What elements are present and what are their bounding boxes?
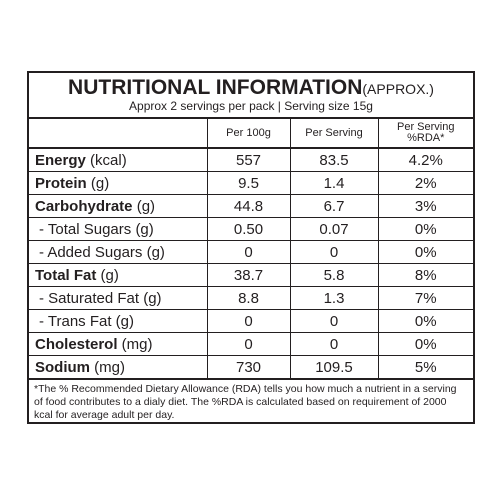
rda-value: 8% xyxy=(377,263,473,287)
nutrient-label: - Added Sugars (g) xyxy=(29,240,208,264)
rda-value: 4.2% xyxy=(377,147,473,172)
per-100g-value: 8.8 xyxy=(206,286,291,310)
per-serving-value: 1.4 xyxy=(289,171,379,195)
rda-value: 0% xyxy=(377,309,473,333)
rda-value: 5% xyxy=(377,355,473,380)
rda-value: 3% xyxy=(377,194,473,218)
per-100g-value: 38.7 xyxy=(206,263,291,287)
rda-value: 7% xyxy=(377,286,473,310)
nutrient-name: Total Fat xyxy=(35,266,97,284)
nutrient-unit: (mg) xyxy=(90,358,125,376)
per-serving-value: 0 xyxy=(289,309,379,333)
nutrient-label: - Trans Fat (g) xyxy=(29,309,208,333)
table-row: - Saturated Fat (g) 8.8 1.3 7% xyxy=(29,286,473,310)
nutrient-label: Carbohydrate (g) xyxy=(29,194,208,218)
per-100g-value: 0 xyxy=(206,309,291,333)
nutrient-unit: (g) xyxy=(96,266,119,284)
nutrient-name: Sodium xyxy=(35,358,90,376)
per-100g-value: 557 xyxy=(206,147,291,172)
title-text: NUTRITIONAL INFORMATION xyxy=(68,76,363,99)
per-100g-value: 730 xyxy=(206,355,291,380)
nutrient-label: Energy (kcal) xyxy=(29,147,208,172)
per-serving-value: 0 xyxy=(289,240,379,264)
title-suffix: (APPROX.) xyxy=(362,81,434,97)
per-100g-value: 9.5 xyxy=(206,171,291,195)
table-row: Energy (kcal) 557 83.5 4.2% xyxy=(29,147,473,172)
per-serving-value: 6.7 xyxy=(289,194,379,218)
nutrient-unit: (kcal) xyxy=(85,151,127,169)
rda-value: 2% xyxy=(377,171,473,195)
table-row: Protein (g) 9.5 1.4 2% xyxy=(29,171,473,195)
nutrient-unit: (g) xyxy=(86,174,110,192)
per-serving-value: 0 xyxy=(289,332,379,356)
nutrient-label: Total Fat (g) xyxy=(29,263,208,287)
table-row: - Added Sugars (g) 0 0 0% xyxy=(29,240,473,264)
column-header-rda: Per Serving %RDA* xyxy=(377,119,473,149)
per-serving-value: 1.3 xyxy=(289,286,379,310)
nutrient-name: Energy xyxy=(35,151,86,169)
panel-title: NUTRITIONAL INFORMATION(APPROX.) xyxy=(29,77,473,100)
table-row: Cholesterol (mg) 0 0 0% xyxy=(29,332,473,356)
rda-footnote: *The % Recommended Dietary Allowance (RD… xyxy=(34,383,457,421)
per-100g-value: 0.50 xyxy=(206,217,291,241)
nutrient-label: Cholesterol (mg) xyxy=(29,332,208,356)
table-row: Sodium (mg) 730 109.5 5% xyxy=(29,355,473,380)
per-100g-value: 0 xyxy=(206,240,291,264)
column-header-per-100g: Per 100g xyxy=(206,119,291,149)
per-serving-value: 5.8 xyxy=(289,263,379,287)
nutrient-label: - Total Sugars (g) xyxy=(29,217,208,241)
rda-value: 0% xyxy=(377,240,473,264)
per-serving-value: 109.5 xyxy=(289,355,379,380)
nutrient-name: Cholesterol xyxy=(35,335,118,353)
nutrient-label: Protein (g) xyxy=(29,171,208,195)
column-header-nutrient xyxy=(29,119,208,149)
per-serving-value: 0.07 xyxy=(289,217,379,241)
per-serving-value: 83.5 xyxy=(289,147,379,172)
nutrient-name: Carbohydrate xyxy=(35,197,133,215)
table-row: Total Fat (g) 38.7 5.8 8% xyxy=(29,263,473,287)
per-100g-value: 0 xyxy=(206,332,291,356)
table-row: Carbohydrate (g) 44.8 6.7 3% xyxy=(29,194,473,218)
nutrient-label: - Saturated Fat (g) xyxy=(29,286,208,310)
table-row: - Trans Fat (g) 0 0 0% xyxy=(29,309,473,333)
rda-value: 0% xyxy=(377,332,473,356)
nutrition-table: Per 100g Per Serving Per Serving %RDA* E… xyxy=(29,119,473,380)
table-header-row: Per 100g Per Serving Per Serving %RDA* xyxy=(29,119,473,149)
nutrient-name: Protein xyxy=(35,174,87,192)
per-100g-value: 44.8 xyxy=(206,194,291,218)
table-row: - Total Sugars (g) 0.50 0.07 0% xyxy=(29,217,473,241)
nutrient-label: Sodium (mg) xyxy=(29,355,208,380)
nutrient-unit: (g) xyxy=(132,197,156,215)
serving-info: Approx 2 servings per pack | Serving siz… xyxy=(129,99,373,113)
panel-header: NUTRITIONAL INFORMATION(APPROX.) Approx … xyxy=(29,73,473,119)
column-header-per-serving: Per Serving xyxy=(289,119,379,149)
rda-value: 0% xyxy=(377,217,473,241)
nutrition-panel: NUTRITIONAL INFORMATION(APPROX.) Approx … xyxy=(27,71,475,424)
nutrient-unit: (mg) xyxy=(117,335,153,353)
